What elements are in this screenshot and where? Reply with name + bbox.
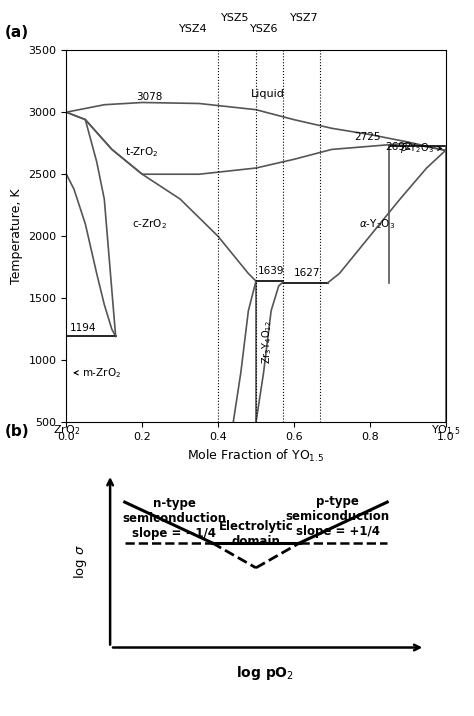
Text: n-type
semiconduction
slope = −1/4: n-type semiconduction slope = −1/4 (122, 496, 227, 540)
Text: YO$_{1.5}$: YO$_{1.5}$ (431, 424, 460, 437)
Text: YSZ7: YSZ7 (291, 13, 319, 23)
Text: (a): (a) (5, 25, 29, 40)
Text: Zr$_3$Y$_4$O$_{12}$: Zr$_3$Y$_4$O$_{12}$ (261, 320, 274, 364)
Text: 1194: 1194 (70, 323, 97, 333)
Text: 3078: 3078 (137, 92, 163, 102)
Text: $\alpha$-Y$_2$O$_3$: $\alpha$-Y$_2$O$_3$ (359, 217, 395, 231)
Text: 1627: 1627 (294, 268, 320, 279)
Text: log pO$_2$: log pO$_2$ (236, 664, 294, 682)
Text: 1639: 1639 (258, 266, 284, 276)
Text: ZrO$_2$: ZrO$_2$ (53, 424, 80, 437)
Text: YSZ5: YSZ5 (221, 13, 250, 23)
Text: 2692: 2692 (385, 142, 411, 152)
Text: t-ZrO$_2$: t-ZrO$_2$ (125, 145, 158, 159)
Text: c-ZrO$_2$: c-ZrO$_2$ (132, 217, 167, 231)
Text: $\beta$-Y$_2$O$_3$: $\beta$-Y$_2$O$_3$ (400, 142, 442, 155)
Text: log $\sigma$: log $\sigma$ (73, 544, 90, 579)
Text: Electrolytic
domain: Electrolytic domain (219, 520, 293, 548)
Text: YSZ6: YSZ6 (250, 24, 279, 34)
Y-axis label: Temperature, K: Temperature, K (10, 188, 23, 284)
Text: p-type
semiconduction
slope = +1/4: p-type semiconduction slope = +1/4 (285, 495, 390, 538)
Text: Liquid: Liquid (250, 89, 284, 99)
Text: YSZ4: YSZ4 (179, 24, 208, 34)
Text: m-ZrO$_2$: m-ZrO$_2$ (74, 366, 121, 379)
Text: (b): (b) (5, 424, 29, 439)
X-axis label: Mole Fraction of YO$_{1.5}$: Mole Fraction of YO$_{1.5}$ (187, 448, 325, 464)
Text: 2725: 2725 (355, 132, 381, 142)
